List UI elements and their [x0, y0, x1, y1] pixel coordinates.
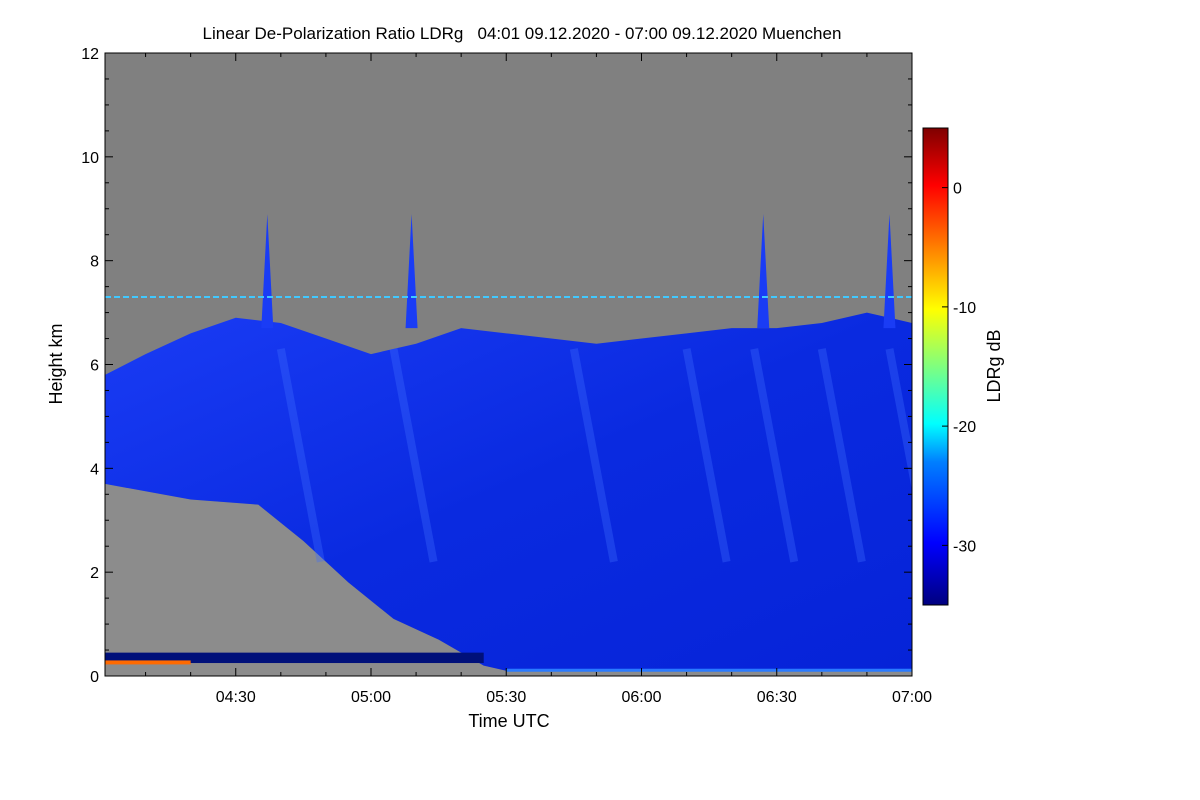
y-tick-label: 12: [81, 46, 99, 63]
chart-title: Linear De-Polarization Ratio LDRg 04:01 …: [203, 24, 842, 43]
x-tick-label: 05:30: [486, 689, 526, 706]
fall-streak: [817, 348, 866, 563]
fall-streak: [885, 348, 912, 491]
colorbar-ticks: 0 -10 -20 -30: [942, 181, 976, 555]
fall-streaks: [261, 213, 912, 563]
x-tick-label: 06:30: [757, 689, 797, 706]
colorbar: [922, 127, 949, 606]
cloud-plume: [261, 213, 274, 329]
fall-streak: [276, 348, 325, 563]
boundary-layer-dark: [105, 652, 484, 664]
x-tick-label: 04:30: [216, 689, 256, 706]
x-axis: 04:30 05:00 05:30 06:00 06:30 07:00: [145, 53, 932, 706]
fall-streak: [569, 348, 618, 563]
y-tick-label: 8: [90, 254, 99, 271]
colorbar-tick-label: -10: [953, 300, 976, 317]
boundary-layer-band: [105, 652, 912, 672]
x-tick-label: 06:00: [621, 689, 661, 706]
cloud-plume: [883, 213, 896, 329]
fall-streak: [389, 348, 438, 563]
colorbar-tick-label: -30: [953, 538, 976, 555]
clear-air-region: [105, 483, 912, 676]
colorbar-label: LDRg dB: [984, 329, 1004, 402]
cloud-plume: [405, 213, 418, 329]
y-tick-label: 0: [90, 669, 99, 686]
x-tick-label: 05:00: [351, 689, 391, 706]
boundary-layer-high-ldr: [105, 660, 191, 665]
fall-streak: [750, 348, 799, 563]
x-axis-label: Time UTC: [468, 711, 549, 731]
colorbar-tick-label: 0: [953, 181, 962, 198]
plot-area: [105, 53, 912, 676]
colorbar-tick-label: -20: [953, 419, 976, 436]
ground-return: [506, 668, 912, 672]
x-tick-label: 07:00: [892, 689, 932, 706]
cloud-plume: [757, 213, 770, 329]
fall-streak: [682, 348, 731, 563]
y-axis-label: Height km: [46, 323, 66, 404]
y-tick-label: 2: [90, 565, 99, 582]
y-tick-label: 6: [90, 358, 99, 375]
y-tick-label: 4: [90, 461, 99, 478]
cloud-region: [105, 312, 912, 671]
y-axis: 0 2 4 6 8 10 12: [81, 46, 912, 686]
y-tick-label: 10: [81, 150, 99, 167]
